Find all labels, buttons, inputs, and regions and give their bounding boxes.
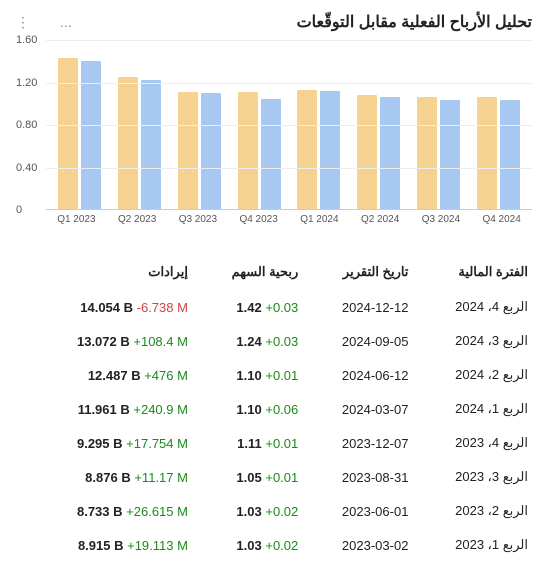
earnings-chart: 00.400.801.201.60 Q1 2023Q2 2023Q3 2023Q… xyxy=(16,40,532,240)
cell-revenue: 12.487 B +476 M xyxy=(16,358,192,392)
bar-group xyxy=(118,77,161,209)
cell-eps: 1.03 +0.02 xyxy=(192,494,302,528)
x-tick-label: Q3 2023 xyxy=(179,214,217,225)
chart-plot xyxy=(46,40,532,210)
header-actions: ... ⋮ xyxy=(16,14,72,31)
bar-actual[interactable] xyxy=(380,97,400,209)
cell-period: الربع 3، 2023 xyxy=(412,460,532,494)
header: تحليل الأرباح الفعلية مقابل التوقّعات ..… xyxy=(16,12,532,32)
y-tick-label: 1.20 xyxy=(16,77,37,89)
cell-revenue: 14.054 B -6.738 M xyxy=(16,290,192,324)
bar-estimate[interactable] xyxy=(118,77,138,209)
bar-estimate[interactable] xyxy=(477,97,497,209)
table-row: الربع 2، 20232023-06-011.03 +0.028.733 B… xyxy=(16,494,532,528)
table-row: الربع 1، 20242024-03-071.10 +0.0611.961 … xyxy=(16,392,532,426)
col-period: الفترة المالية xyxy=(412,258,532,290)
bar-group xyxy=(297,90,340,209)
bar-actual[interactable] xyxy=(141,80,161,209)
y-tick-label: 0 xyxy=(16,204,22,216)
cell-period: الربع 4، 2024 xyxy=(412,290,532,324)
cell-eps: 1.10 +0.01 xyxy=(192,358,302,392)
menu-icon[interactable]: ⋮ xyxy=(16,14,30,31)
cell-revenue: 8.733 B +26.615 M xyxy=(16,494,192,528)
table-row: الربع 4، 20242024-12-121.42 +0.0314.054 … xyxy=(16,290,532,324)
x-axis-labels: Q1 2023 Q2 2023 Q3 2023 Q4 2023 Q1 2024 Q2 20… xyxy=(46,214,532,225)
bar-actual[interactable] xyxy=(320,91,340,209)
bar-actual[interactable] xyxy=(201,93,221,209)
cell-period: الربع 2، 2024 xyxy=(412,358,532,392)
bar-estimate[interactable] xyxy=(58,58,78,209)
table-row: الربع 1، 20232023-03-021.03 +0.028.915 B… xyxy=(16,528,532,562)
x-tick-label: Q3 2024 xyxy=(422,214,460,225)
cell-date: 2024-12-12 xyxy=(302,290,412,324)
table-body: الربع 4، 20242024-12-121.42 +0.0314.054 … xyxy=(16,290,532,562)
cell-period: الربع 1، 2023 xyxy=(412,528,532,562)
cell-revenue: 9.295 B +17.754 M xyxy=(16,426,192,460)
table-row: الربع 3، 20232023-08-311.05 +0.018.876 B… xyxy=(16,460,532,494)
cell-date: 2024-06-12 xyxy=(302,358,412,392)
bar-group xyxy=(178,92,221,209)
y-tick-label: 0.80 xyxy=(16,119,37,131)
bar-group xyxy=(238,92,281,209)
bar-actual[interactable] xyxy=(440,100,460,209)
cell-revenue: 13.072 B +108.4 M xyxy=(16,324,192,358)
cell-date: 2024-09-05 xyxy=(302,324,412,358)
cell-eps: 1.42 +0.03 xyxy=(192,290,302,324)
page-title: تحليل الأرباح الفعلية مقابل التوقّعات xyxy=(297,12,532,32)
x-tick-label: Q2 2023 xyxy=(118,214,156,225)
cell-revenue: 8.915 B +19.113 M xyxy=(16,528,192,562)
x-tick-label: Q2 2024 xyxy=(361,214,399,225)
table-row: الربع 4، 20232023-12-071.11 +0.019.295 B… xyxy=(16,426,532,460)
bar-estimate[interactable] xyxy=(357,95,377,209)
bar-group xyxy=(58,58,101,209)
x-tick-label: Q1 2024 xyxy=(300,214,338,225)
bar-group xyxy=(357,95,400,209)
col-eps: ربحية السهم xyxy=(192,258,302,290)
cell-revenue: 8.876 B +11.17 M xyxy=(16,460,192,494)
cell-period: الربع 1، 2024 xyxy=(412,392,532,426)
table-header-row: الفترة المالية تاريخ التقرير ربحية السهم… xyxy=(16,258,532,290)
cell-period: الربع 2، 2023 xyxy=(412,494,532,528)
cell-eps: 1.05 +0.01 xyxy=(192,460,302,494)
cell-period: الربع 4، 2023 xyxy=(412,426,532,460)
cell-date: 2023-06-01 xyxy=(302,494,412,528)
cell-revenue: 11.961 B +240.9 M xyxy=(16,392,192,426)
bar-group xyxy=(477,97,520,209)
bar-actual[interactable] xyxy=(500,100,520,209)
x-tick-label: Q4 2024 xyxy=(482,214,520,225)
col-date: تاريخ التقرير xyxy=(302,258,412,290)
bar-estimate[interactable] xyxy=(297,90,317,209)
cell-date: 2023-08-31 xyxy=(302,460,412,494)
cell-eps: 1.11 +0.01 xyxy=(192,426,302,460)
y-tick-label: 1.60 xyxy=(16,34,37,46)
cell-eps: 1.03 +0.02 xyxy=(192,528,302,562)
cell-period: الربع 3، 2024 xyxy=(412,324,532,358)
y-tick-label: 0.40 xyxy=(16,162,37,174)
col-revenue: إيرادات xyxy=(16,258,192,290)
bar-estimate[interactable] xyxy=(178,92,198,209)
cell-eps: 1.24 +0.03 xyxy=(192,324,302,358)
bar-actual[interactable] xyxy=(261,99,281,210)
bar-estimate[interactable] xyxy=(417,97,437,209)
bar-group xyxy=(417,97,460,209)
more-icon[interactable]: ... xyxy=(60,14,72,30)
cell-date: 2024-03-07 xyxy=(302,392,412,426)
cell-eps: 1.10 +0.06 xyxy=(192,392,302,426)
bar-estimate[interactable] xyxy=(238,92,258,209)
cell-date: 2023-03-02 xyxy=(302,528,412,562)
x-tick-label: Q4 2023 xyxy=(239,214,277,225)
earnings-table: الفترة المالية تاريخ التقرير ربحية السهم… xyxy=(16,258,532,562)
x-tick-label: Q1 2023 xyxy=(57,214,95,225)
cell-date: 2023-12-07 xyxy=(302,426,412,460)
y-axis: 00.400.801.201.60 xyxy=(16,40,46,210)
table-row: الربع 3، 20242024-09-051.24 +0.0313.072 … xyxy=(16,324,532,358)
table-row: الربع 2، 20242024-06-121.10 +0.0112.487 … xyxy=(16,358,532,392)
